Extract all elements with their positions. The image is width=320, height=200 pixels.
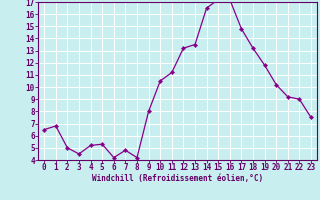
X-axis label: Windchill (Refroidissement éolien,°C): Windchill (Refroidissement éolien,°C) <box>92 174 263 183</box>
